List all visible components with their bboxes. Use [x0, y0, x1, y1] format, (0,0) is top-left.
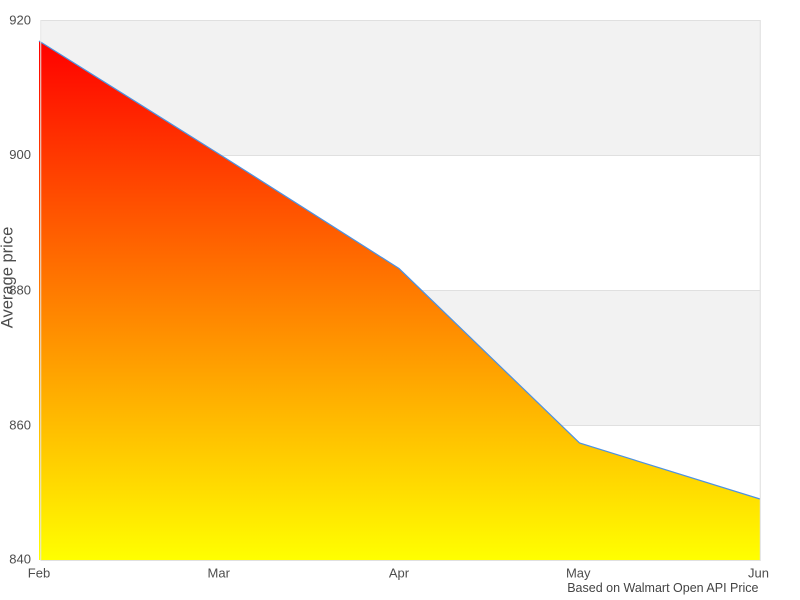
svg-text:Mar: Mar — [208, 566, 231, 581]
svg-text:900: 900 — [9, 147, 31, 162]
svg-text:Apr: Apr — [389, 566, 410, 581]
svg-text:May: May — [566, 566, 591, 581]
svg-text:Average price: Average price — [0, 227, 17, 329]
svg-text:840: 840 — [9, 552, 31, 567]
svg-text:880: 880 — [9, 283, 31, 298]
svg-text:920: 920 — [9, 13, 31, 28]
svg-text:Based on Walmart Open API Pric: Based on Walmart Open API Price — [567, 581, 758, 595]
svg-text:860: 860 — [9, 418, 31, 433]
svg-text:Jun: Jun — [748, 566, 769, 581]
svg-text:Feb: Feb — [28, 566, 50, 581]
